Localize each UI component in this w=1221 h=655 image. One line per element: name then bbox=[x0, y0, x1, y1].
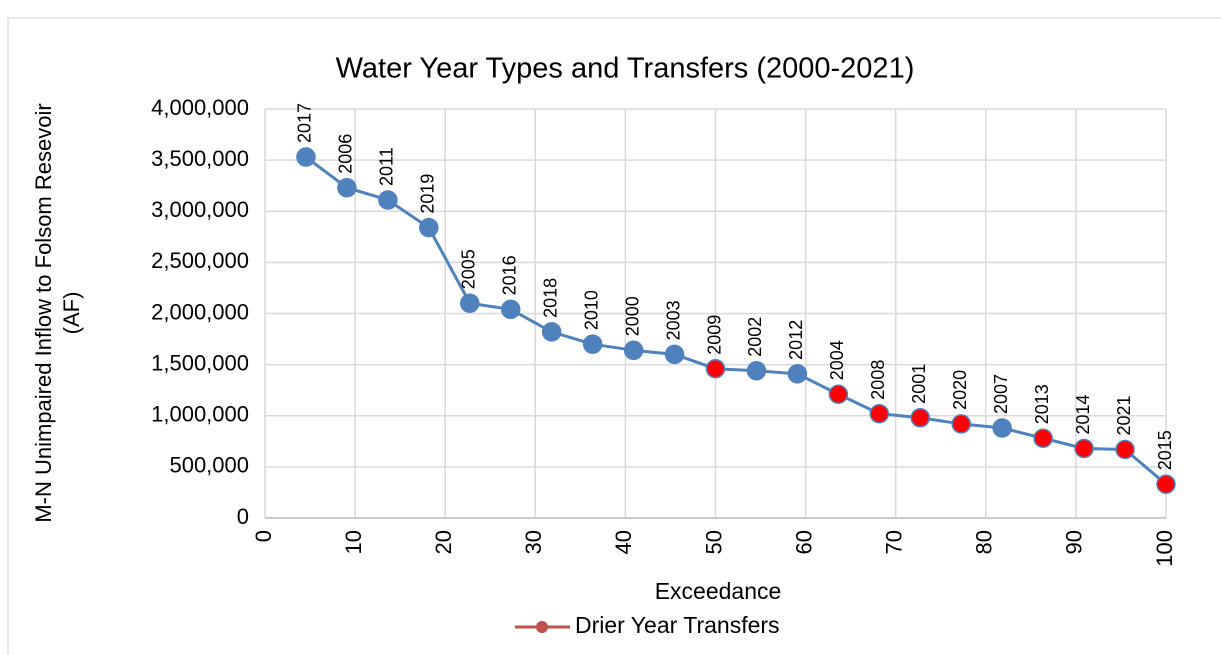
x-tick-label: 100 bbox=[1152, 530, 1177, 567]
data-point bbox=[664, 344, 685, 365]
point-label: 2006 bbox=[336, 134, 356, 174]
y-tick-label: 1,000,000 bbox=[151, 402, 249, 427]
data-point bbox=[1033, 428, 1053, 448]
point-label: 2001 bbox=[909, 364, 929, 404]
point-label: 2005 bbox=[459, 249, 479, 289]
x-tick-label: 80 bbox=[972, 530, 997, 554]
data-point bbox=[1074, 438, 1094, 459]
data-point bbox=[337, 177, 357, 198]
data-point bbox=[460, 293, 480, 314]
data-point bbox=[787, 364, 808, 384]
x-tick-label: 20 bbox=[431, 530, 456, 554]
data-point bbox=[992, 418, 1012, 438]
point-label: 2012 bbox=[786, 320, 806, 360]
data-point bbox=[705, 358, 726, 379]
data-point bbox=[500, 299, 521, 320]
y-tick-label: 2,000,000 bbox=[151, 299, 249, 324]
x-tick-label: 70 bbox=[882, 530, 907, 554]
point-label: 2014 bbox=[1073, 394, 1093, 434]
y-tick-label: 500,000 bbox=[169, 453, 249, 478]
point-label: 2021 bbox=[1114, 395, 1134, 435]
data-point bbox=[378, 190, 398, 210]
chart-title: Water Year Types and Transfers (2000-202… bbox=[336, 53, 915, 85]
point-label: 2019 bbox=[418, 174, 438, 214]
x-tick-label: 50 bbox=[701, 530, 726, 554]
x-tick-label: 10 bbox=[341, 530, 366, 554]
data-point bbox=[746, 361, 767, 381]
y-tick-label: 4,000,000 bbox=[151, 95, 249, 120]
point-label: 2015 bbox=[1155, 430, 1175, 470]
point-label: 2018 bbox=[540, 278, 560, 318]
point-label: 2007 bbox=[991, 374, 1011, 414]
y-axis-label: (AF) bbox=[59, 292, 84, 335]
point-label: 2013 bbox=[1032, 384, 1052, 424]
data-point bbox=[869, 403, 890, 424]
x-tick-label: 0 bbox=[251, 530, 276, 542]
y-tick-label: 0 bbox=[237, 504, 249, 529]
y-tick-label: 3,000,000 bbox=[151, 197, 249, 222]
point-label: 2000 bbox=[622, 296, 642, 336]
point-label: 2002 bbox=[745, 317, 765, 357]
series-line bbox=[305, 155, 1167, 486]
data-point bbox=[582, 334, 603, 354]
x-tick-label: 90 bbox=[1062, 530, 1087, 554]
chart-border bbox=[7, 17, 1221, 655]
y-tick-label: 2,500,000 bbox=[151, 248, 249, 273]
point-label: 2008 bbox=[868, 360, 888, 400]
y-tick-label: 3,500,000 bbox=[151, 146, 249, 171]
legend-marker bbox=[536, 621, 548, 633]
data-point bbox=[296, 147, 316, 167]
data-point bbox=[951, 414, 971, 434]
data-point bbox=[1115, 439, 1135, 460]
data-point bbox=[419, 217, 439, 238]
y-axis-label: M-N Unimpaired Inflow to Folsom Resevoir bbox=[31, 103, 56, 522]
y-tick-label: 1,500,000 bbox=[151, 350, 249, 375]
x-tick-label: 40 bbox=[611, 530, 636, 554]
data-point bbox=[1156, 474, 1176, 495]
legend-label: Drier Year Transfers bbox=[575, 612, 780, 638]
point-label: 2017 bbox=[295, 103, 315, 143]
x-tick-label: 30 bbox=[521, 530, 546, 554]
point-label: 2016 bbox=[499, 255, 519, 295]
data-point bbox=[910, 408, 931, 428]
data-point bbox=[623, 340, 644, 361]
point-label: 2003 bbox=[663, 300, 683, 340]
point-label: 2020 bbox=[950, 370, 970, 410]
point-label: 2009 bbox=[704, 315, 724, 355]
data-point bbox=[828, 384, 849, 405]
point-label: 2011 bbox=[377, 147, 397, 186]
x-axis-label: Exceedance bbox=[655, 578, 782, 604]
data-point bbox=[541, 322, 562, 342]
x-tick-label: 60 bbox=[791, 530, 816, 554]
point-label: 2004 bbox=[827, 340, 847, 380]
point-label: 2010 bbox=[581, 290, 601, 330]
